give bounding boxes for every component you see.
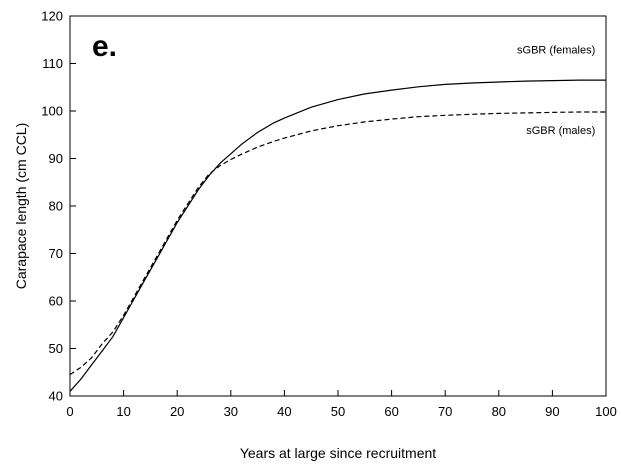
series-layer — [69, 79, 606, 392]
y-tick-label: 50 — [49, 341, 63, 356]
x-axis-ticks: 0 10 20 30 40 50 60 70 80 90 100 — [66, 390, 617, 419]
x-tick-label: 90 — [545, 404, 559, 419]
series-label-layer: sGBR (females) sGBR (males) — [517, 44, 595, 137]
x-tick-label: 40 — [277, 404, 291, 419]
x-tick-label: 60 — [384, 404, 398, 419]
y-tick-label: 90 — [49, 151, 63, 166]
males-series-label: sGBR (males) — [526, 125, 595, 137]
x-tick-label: 0 — [66, 404, 73, 419]
y-axis-ticks: 40 50 60 70 80 90 100 110 120 — [41, 9, 76, 404]
y-tick-label: 80 — [49, 199, 63, 214]
x-tick-label: 100 — [595, 404, 617, 419]
females-series-label: sGBR (females) — [517, 44, 595, 56]
y-tick-label: 60 — [49, 294, 63, 309]
y-axis-title: Carapace length (cm CCL) — [13, 123, 29, 290]
y-tick-label: 120 — [41, 9, 63, 24]
x-tick-label: 20 — [170, 404, 184, 419]
females-growth-line — [69, 79, 606, 392]
y-tick-label: 110 — [42, 56, 63, 71]
plot-frame — [69, 15, 607, 397]
x-tick-label: 70 — [438, 404, 452, 419]
y-tick-label: 40 — [49, 389, 63, 404]
males-growth-line — [69, 111, 606, 376]
y-tick-label: 70 — [49, 246, 63, 261]
x-tick-label: 10 — [116, 404, 130, 419]
x-axis-title: Years at large since recruitment — [240, 445, 436, 461]
x-tick-label: 30 — [224, 404, 238, 419]
x-tick-label: 80 — [492, 404, 506, 419]
y-tick-label: 100 — [41, 104, 63, 119]
panel-label: e. — [92, 30, 117, 63]
x-tick-label: 50 — [331, 404, 345, 419]
